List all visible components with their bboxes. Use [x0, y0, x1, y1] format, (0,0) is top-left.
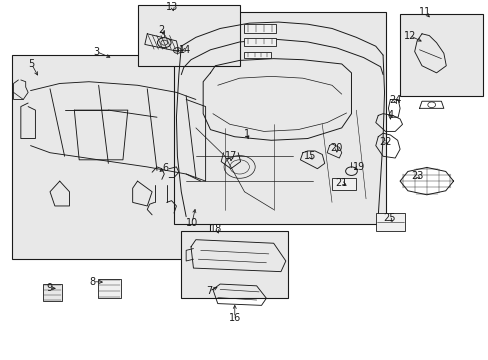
Bar [98, 279, 121, 298]
Text: 5: 5 [28, 59, 35, 69]
Text: 7: 7 [205, 286, 212, 296]
Circle shape [157, 38, 171, 48]
Text: 8: 8 [90, 276, 96, 287]
Text: 25: 25 [383, 213, 395, 224]
Text: 1: 1 [244, 129, 249, 139]
Text: 3: 3 [93, 46, 99, 57]
Bar [181, 231, 287, 298]
Text: 20: 20 [330, 143, 343, 153]
Bar [244, 51, 271, 58]
Text: 23: 23 [410, 171, 423, 181]
Bar [375, 213, 404, 231]
Bar [12, 55, 210, 259]
Text: 16: 16 [228, 313, 241, 323]
Text: 12: 12 [403, 31, 415, 41]
Bar [174, 13, 385, 224]
Bar [137, 5, 239, 66]
Text: 13: 13 [166, 2, 178, 12]
Bar [244, 39, 276, 45]
Text: 24: 24 [388, 95, 401, 105]
Bar [399, 14, 482, 96]
Bar [331, 177, 356, 190]
Text: 21: 21 [335, 178, 347, 188]
Text: 17: 17 [224, 151, 237, 161]
Text: 18: 18 [210, 224, 222, 234]
Text: 6: 6 [163, 163, 168, 173]
Bar [42, 284, 62, 301]
Text: 19: 19 [352, 162, 364, 172]
Text: 9: 9 [46, 283, 52, 293]
Text: 11: 11 [418, 8, 430, 18]
Text: 4: 4 [386, 111, 393, 121]
Text: 14: 14 [179, 45, 191, 55]
Text: 22: 22 [379, 137, 391, 147]
Bar [244, 24, 276, 33]
Text: 2: 2 [159, 24, 164, 35]
Text: 10: 10 [185, 218, 198, 228]
Text: 15: 15 [304, 151, 316, 161]
